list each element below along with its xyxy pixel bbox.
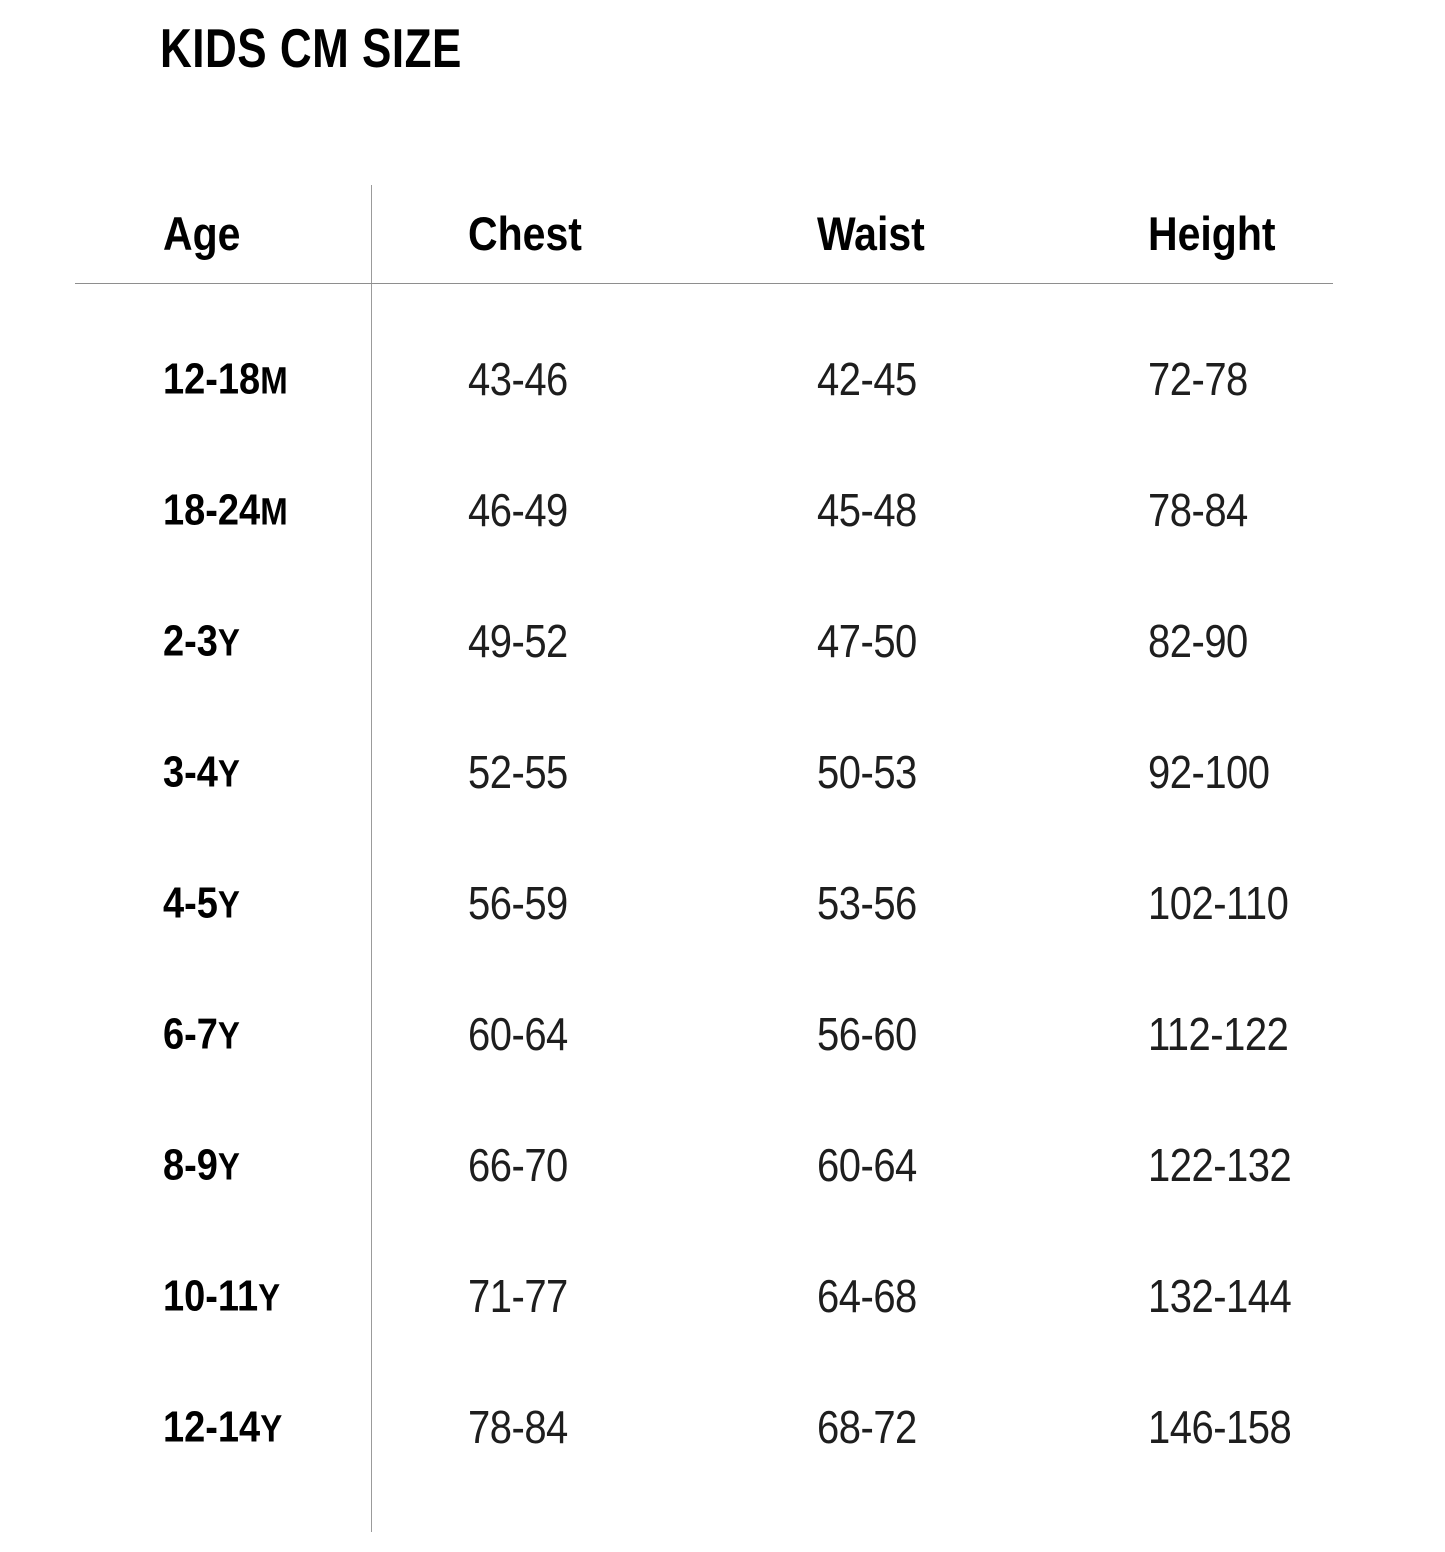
height-cell: 112-122 bbox=[1148, 1009, 1289, 1061]
table-row: 12-14Y 78-84 68-72 146-158 bbox=[0, 1363, 1445, 1494]
waist-cell: 56-60 bbox=[817, 1009, 917, 1061]
age-suffix: Y bbox=[217, 1014, 240, 1057]
age-suffix: M bbox=[260, 490, 288, 533]
table-row: 3-4Y 52-55 50-53 92-100 bbox=[0, 708, 1445, 839]
age-cell: 3-4Y bbox=[163, 749, 468, 798]
table-row: 6-7Y 60-64 56-60 112-122 bbox=[0, 970, 1445, 1101]
age-value: 2-3 bbox=[163, 617, 218, 667]
column-header-age: Age bbox=[163, 206, 241, 260]
chest-cell: 43-46 bbox=[468, 354, 568, 406]
age-cell: 10-11Y bbox=[163, 1273, 468, 1322]
age-cell: 12-18M bbox=[163, 356, 468, 405]
age-cell: 8-9Y bbox=[163, 1142, 468, 1191]
table-vertical-divider bbox=[371, 185, 372, 1532]
waist-cell: 42-45 bbox=[817, 354, 917, 406]
waist-cell: 60-64 bbox=[817, 1140, 917, 1192]
age-suffix: M bbox=[260, 359, 288, 402]
column-header-chest: Chest bbox=[468, 206, 582, 260]
chest-cell: 52-55 bbox=[468, 747, 568, 799]
age-cell: 4-5Y bbox=[163, 880, 468, 929]
chest-cell: 46-49 bbox=[468, 485, 568, 537]
table-row: 8-9Y 66-70 60-64 122-132 bbox=[0, 1101, 1445, 1232]
column-header-waist: Waist bbox=[817, 206, 925, 260]
page-title: KIDS CM SIZE bbox=[160, 18, 462, 80]
table-header-divider bbox=[75, 283, 1333, 284]
height-cell: 72-78 bbox=[1148, 354, 1248, 406]
age-suffix: Y bbox=[217, 752, 240, 795]
height-cell: 102-110 bbox=[1148, 878, 1289, 930]
age-value: 12-14 bbox=[163, 1403, 261, 1453]
age-suffix: Y bbox=[258, 1276, 281, 1319]
waist-cell: 53-56 bbox=[817, 878, 917, 930]
chest-cell: 71-77 bbox=[468, 1271, 568, 1323]
table-row: 12-18M 43-46 42-45 72-78 bbox=[0, 315, 1445, 446]
table-header-row: Age Chest Waist Height bbox=[0, 185, 1445, 283]
age-suffix: Y bbox=[260, 1407, 283, 1450]
waist-cell: 45-48 bbox=[817, 485, 917, 537]
age-value: 10-11 bbox=[163, 1272, 259, 1322]
age-cell: 12-14Y bbox=[163, 1404, 468, 1453]
age-suffix: Y bbox=[217, 883, 240, 926]
table-row: 10-11Y 71-77 64-68 132-144 bbox=[0, 1232, 1445, 1363]
waist-cell: 68-72 bbox=[817, 1402, 917, 1454]
height-cell: 132-144 bbox=[1148, 1271, 1292, 1323]
height-cell: 122-132 bbox=[1148, 1140, 1292, 1192]
height-cell: 78-84 bbox=[1148, 485, 1248, 537]
height-cell: 82-90 bbox=[1148, 616, 1248, 668]
age-value: 4-5 bbox=[163, 879, 218, 929]
age-cell: 2-3Y bbox=[163, 618, 468, 667]
age-value: 8-9 bbox=[163, 1141, 218, 1191]
chest-cell: 56-59 bbox=[468, 878, 568, 930]
table-body: 12-18M 43-46 42-45 72-78 18-24M 46-49 45… bbox=[0, 315, 1445, 1494]
waist-cell: 50-53 bbox=[817, 747, 917, 799]
age-value: 12-18 bbox=[163, 355, 261, 405]
table-row: 2-3Y 49-52 47-50 82-90 bbox=[0, 577, 1445, 708]
height-cell: 146-158 bbox=[1148, 1402, 1292, 1454]
age-suffix: Y bbox=[217, 1145, 240, 1188]
age-cell: 6-7Y bbox=[163, 1011, 468, 1060]
waist-cell: 64-68 bbox=[817, 1271, 917, 1323]
chest-cell: 49-52 bbox=[468, 616, 568, 668]
age-value: 3-4 bbox=[163, 748, 218, 798]
chest-cell: 66-70 bbox=[468, 1140, 568, 1192]
age-suffix: Y bbox=[217, 621, 240, 664]
age-value: 18-24 bbox=[163, 486, 261, 536]
age-cell: 18-24M bbox=[163, 487, 468, 536]
waist-cell: 47-50 bbox=[817, 616, 917, 668]
table-row: 4-5Y 56-59 53-56 102-110 bbox=[0, 839, 1445, 970]
table-row: 18-24M 46-49 45-48 78-84 bbox=[0, 446, 1445, 577]
height-cell: 92-100 bbox=[1148, 747, 1270, 799]
chest-cell: 78-84 bbox=[468, 1402, 568, 1454]
chest-cell: 60-64 bbox=[468, 1009, 568, 1061]
column-header-height: Height bbox=[1148, 206, 1276, 260]
age-value: 6-7 bbox=[163, 1010, 218, 1060]
